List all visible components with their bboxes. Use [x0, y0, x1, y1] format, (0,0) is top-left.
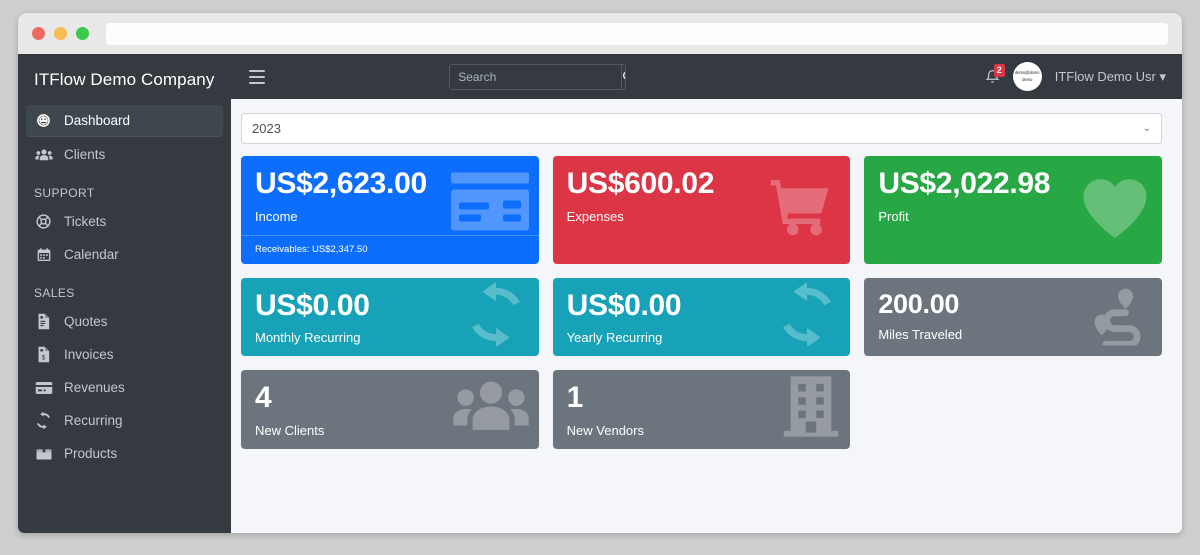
stat-card-new-vendors[interactable]: 1 New Vendors [552, 370, 851, 449]
card-value: US$2,022.98 [878, 167, 1051, 200]
stat-card-row-1: US$2,623.00 Income [241, 156, 1163, 264]
sync-icon [34, 412, 53, 429]
search-input[interactable] [450, 64, 622, 89]
notification-badge: 2 [993, 64, 1005, 77]
card-footer: Receivables: US$2,347.50 [241, 234, 539, 264]
top-navbar: 2 demo@demo demo ITFlow Demo Usr ▾ [231, 54, 1182, 99]
card-label: Income [255, 208, 298, 224]
card-label: New Vendors [566, 422, 644, 438]
file-quote-icon [34, 313, 53, 330]
stat-card-expenses[interactable]: US$600.02 Expenses [552, 156, 851, 264]
sidebar-nav-primary: Dashboard Clients [18, 105, 231, 170]
sidebar-item-label: Tickets [64, 214, 107, 229]
file-invoice-dollar-icon: $ [34, 346, 53, 363]
stat-card-yearly-recurring[interactable]: US$0.00 Yearly Recurring [552, 277, 851, 357]
card-value: 200.00 [878, 288, 960, 319]
card-value: US$600.02 [566, 167, 715, 200]
topnav-right-group: 2 demo@demo demo ITFlow Demo Usr ▾ [984, 62, 1166, 91]
browser-window: ITFlow Demo Company Dashboard [18, 13, 1182, 533]
brand-title: ITFlow Demo Company [34, 70, 215, 89]
svg-text:$: $ [42, 354, 46, 361]
card-label: Miles Traveled [878, 326, 963, 342]
sidebar-item-label: Products [64, 446, 118, 461]
sidebar-item-tickets[interactable]: Tickets [26, 206, 223, 237]
stat-card-row-2: US$0.00 Monthly Recurring US$0.00 [241, 277, 1163, 357]
search-box [449, 63, 627, 90]
card-body: 1 New Vendors [553, 370, 851, 449]
card-body: US$2,623.00 Income [241, 156, 539, 235]
card-body: US$0.00 Monthly Recurring [241, 278, 539, 357]
sidebar-item-calendar[interactable]: Calendar [26, 239, 223, 270]
credit-card-icon [34, 379, 53, 396]
avatar-line-2: demo [1022, 76, 1033, 82]
sidebar-item-invoices[interactable]: $ Invoices [26, 339, 223, 370]
sidebar-nav-support: Tickets [18, 206, 231, 270]
chevron-down-icon: ▾ [1159, 68, 1166, 84]
sidebar-item-clients[interactable]: Clients [26, 139, 223, 170]
card-label: Expenses [566, 208, 624, 224]
sidebar-item-label: Invoices [64, 347, 114, 362]
sidebar-item-quotes[interactable]: Quotes [26, 306, 223, 337]
dashboard-content: 2023 ⌄ US$2,623.00 Income [231, 99, 1182, 533]
sidebar-item-recurring[interactable]: Recurring [26, 405, 223, 436]
sidebar-item-label: Recurring [64, 413, 123, 428]
sidebar-nav-sales: Quotes $ Invoices [18, 306, 231, 469]
search-button[interactable] [621, 64, 626, 89]
hamburger-icon[interactable] [249, 69, 265, 84]
sidebar-item-label: Clients [64, 147, 106, 162]
card-value: 4 [255, 381, 272, 414]
sidebar-section-header-support: SUPPORT [34, 186, 95, 200]
card-body: US$0.00 Yearly Recurring [553, 278, 851, 357]
card-label: Yearly Recurring [566, 330, 663, 345]
sidebar-item-products[interactable]: Products [26, 438, 223, 469]
stat-card-new-clients[interactable]: 4 New Clients [241, 370, 539, 449]
sidebar-item-label: Calendar [64, 247, 119, 262]
chevron-down-icon: ⌄ [1142, 123, 1151, 134]
sidebar-item-revenues[interactable]: Revenues [26, 372, 223, 403]
avatar[interactable]: demo@demo demo [1012, 62, 1042, 91]
sidebar-item-label: Revenues [64, 380, 125, 395]
card-label: New Clients [255, 422, 325, 438]
maximize-window-button[interactable] [76, 27, 89, 40]
users-icon [34, 146, 53, 163]
year-filter-select[interactable]: 2023 ⌄ [241, 113, 1162, 144]
stat-card-miles-traveled[interactable]: 200.00 Miles Traveled [864, 277, 1163, 356]
card-body: 200.00 Miles Traveled [864, 278, 1162, 353]
avatar-line-1: demo@demo [1015, 70, 1040, 76]
notifications-button[interactable]: 2 [984, 64, 1005, 84]
sidebar-item-dashboard[interactable]: Dashboard [26, 105, 223, 137]
life-ring-icon [34, 213, 53, 230]
close-window-button[interactable] [32, 27, 45, 40]
card-value: US$0.00 [255, 288, 370, 322]
card-body: 4 New Clients [241, 370, 539, 449]
browser-chrome-bar [18, 13, 1182, 54]
window-traffic-lights [32, 27, 89, 40]
user-menu[interactable]: ITFlow Demo Usr ▾ [1055, 69, 1166, 85]
minimize-window-button[interactable] [54, 27, 67, 40]
sidebar-section-header-sales: SALES [34, 286, 75, 300]
user-menu-label: ITFlow Demo Usr [1054, 68, 1156, 84]
sidebar-item-label: Dashboard [64, 113, 131, 128]
card-body: US$600.02 Expenses [553, 156, 851, 235]
card-value: US$2,623.00 [255, 167, 427, 200]
stat-card-monthly-recurring[interactable]: US$0.00 Monthly Recurring [241, 277, 539, 357]
main-column: 2 demo@demo demo ITFlow Demo Usr ▾ 2023 … [231, 54, 1182, 533]
sidebar-item-label: Quotes [64, 314, 108, 329]
stat-card-income[interactable]: US$2,623.00 Income [241, 156, 539, 264]
sidebar: ITFlow Demo Company Dashboard [18, 54, 231, 533]
address-bar[interactable] [106, 22, 1168, 45]
year-filter-value: 2023 [252, 121, 281, 136]
page-viewport: ITFlow Demo Company Dashboard [18, 54, 1182, 533]
stat-card-profit[interactable]: US$2,022.98 Profit [864, 156, 1163, 264]
stat-card-row-3: 4 New Clients [241, 370, 1162, 449]
card-label: Profit [878, 208, 909, 224]
gauge-icon [34, 112, 53, 129]
card-value: US$0.00 [566, 288, 682, 322]
card-value: 1 [566, 381, 584, 414]
box-open-icon [34, 445, 53, 462]
card-label: Monthly Recurring [255, 330, 361, 345]
card-body: US$2,022.98 Profit [864, 156, 1162, 235]
calendar-icon [34, 246, 53, 263]
